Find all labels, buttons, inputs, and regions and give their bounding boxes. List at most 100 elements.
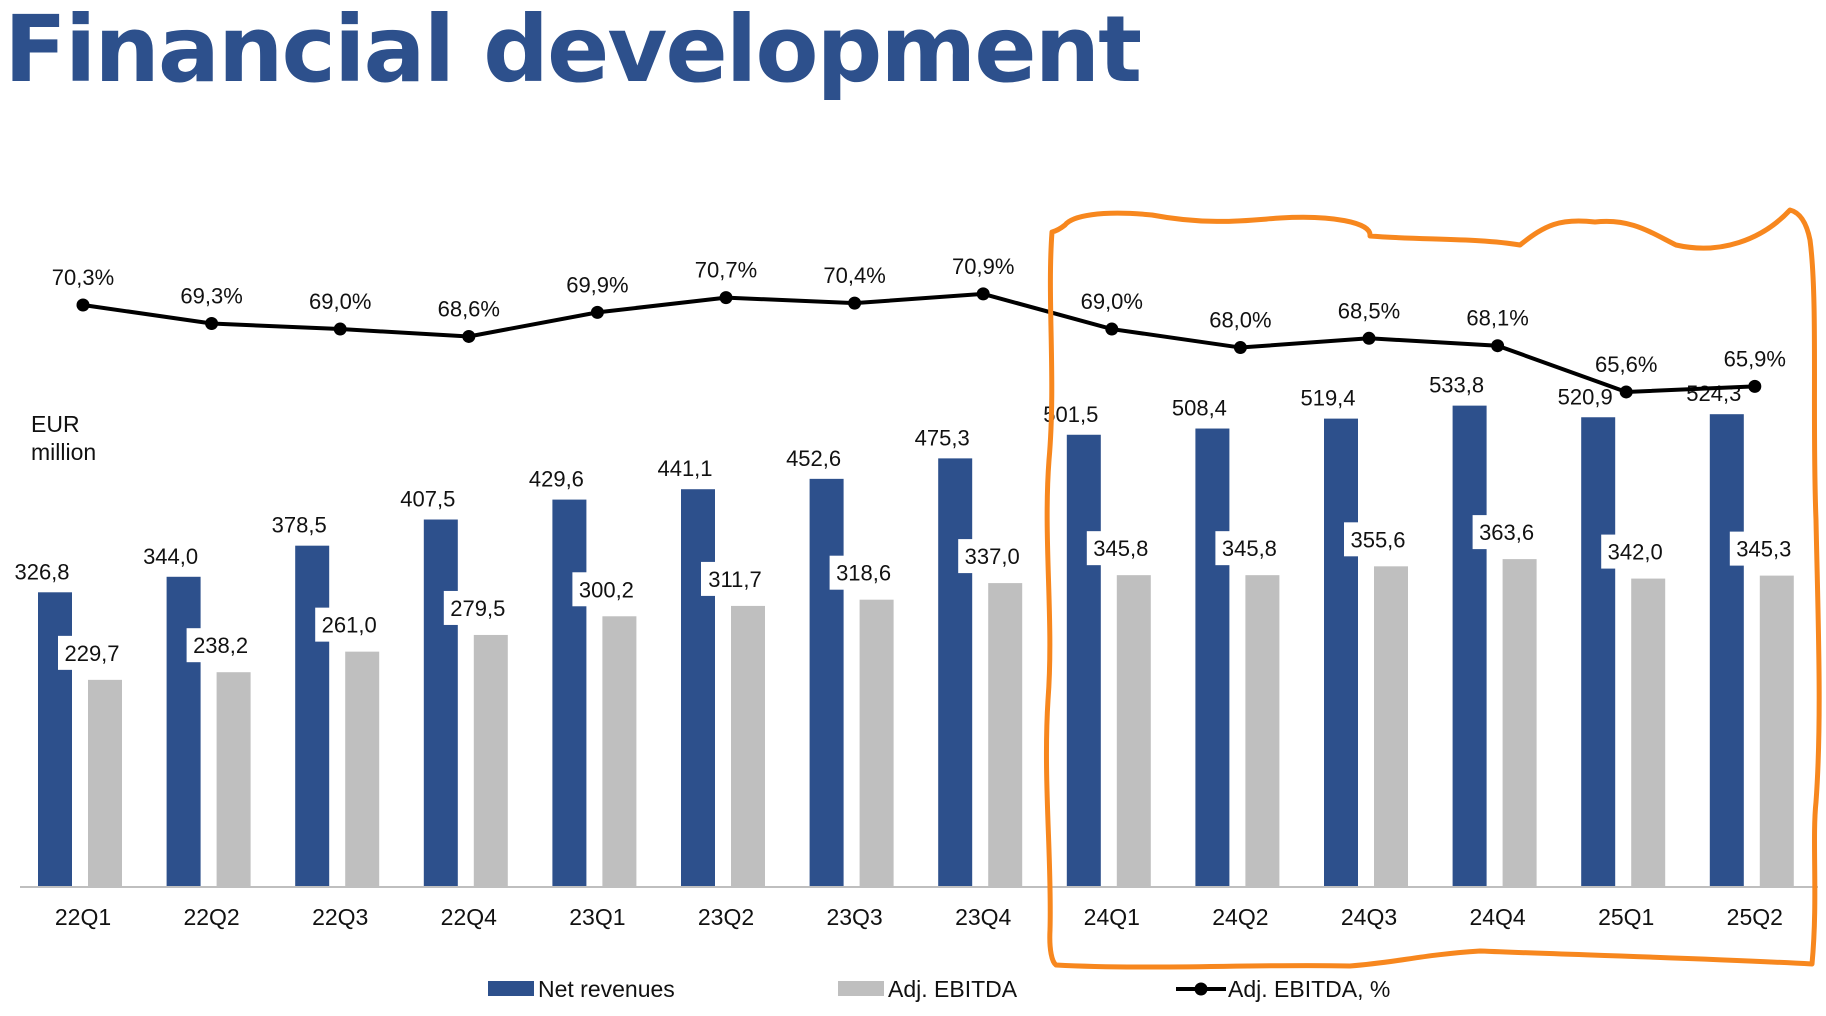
legend-net-revenues-label: Net revenues [538,976,675,1002]
net-revenues-bar [423,519,458,887]
adj-ebitda-label-bg [701,561,769,596]
adj-ebitda-pct-point [1748,379,1762,393]
unit-label-line1: EUR [31,411,80,437]
adj-ebitda-pct-label: 70,4% [823,263,885,288]
net-revenues-label: 326,8 [14,559,69,584]
adj-ebitda-label: 355,6 [1350,527,1405,552]
x-tick-label: 22Q2 [183,904,239,930]
net-revenues-label: 429,6 [529,467,584,492]
adj-ebitda-pct-label: 68,0% [1209,308,1271,333]
adj-ebitda-label: 229,7 [64,641,119,666]
adj-ebitda-pct-line [82,291,1755,394]
adj-ebitda-bar [345,651,380,887]
net-revenues-label: 441,1 [657,456,712,481]
x-tick-label: 24Q1 [1084,904,1140,930]
net-revenues-label: 452,6 [786,446,841,471]
adj-ebitda-pct-label: 70,9% [952,254,1014,279]
net-revenues-bar [295,545,330,887]
adj-ebitda-bar [1116,575,1151,887]
adj-ebitda-pct-label: 69,0% [309,289,371,314]
adj-ebitda-pct-label: 65,6% [1595,352,1657,377]
unit-label-line2: million [31,439,97,465]
net-revenues-bar [552,499,587,887]
x-axis: 22Q1 22Q2 22Q3 22Q4 23Q1 23Q2 23Q3 23Q4 24Q1 24Q2… [20,886,1818,930]
adj-ebitda-pct-point [1233,341,1247,355]
adj-ebitda-pct-point [848,296,862,310]
adj-ebitda-pct-point [1362,331,1376,345]
adj-ebitda-label: 363,6 [1479,520,1534,545]
adj-ebitda-pct-point [1491,339,1505,353]
adj-ebitda-bar [216,672,251,887]
net-revenues-bar [809,478,844,887]
adj-ebitda-pct-label: 68,5% [1338,298,1400,323]
net-revenues-bar [1581,417,1616,887]
adj-ebitda-bar [859,599,894,887]
net-revenues-bar [1452,405,1487,887]
net-revenues-label: 407,5 [400,487,455,512]
legend-pct-marker [1194,982,1208,996]
adj-ebitda-pct-label: 70,3% [52,265,114,290]
x-tick-label: 25Q2 [1727,904,1783,930]
net-revenues-label: 378,5 [272,513,327,538]
adj-ebitda-pct-point [1619,385,1633,399]
adj-ebitda-label-bg [572,572,641,607]
x-tick-label: 24Q3 [1341,904,1397,930]
net-revenues-label: 519,4 [1300,386,1355,411]
adj-ebitda-bar [473,634,508,887]
adj-ebitda-pct-point [76,298,90,312]
adj-ebitda-bar [88,679,122,887]
x-tick-label: 25Q1 [1598,904,1654,930]
x-tick-label: 23Q1 [569,904,625,930]
net-revenues-bar [1195,428,1230,887]
x-tick-label: 23Q3 [826,904,882,930]
net-revenues-label: 533,8 [1429,373,1484,398]
adj-ebitda-label: 345,8 [1222,536,1277,561]
legend-net-revenues-swatch [488,981,534,996]
net-revenues-bar [1709,414,1744,887]
adj-ebitda-bar [988,583,1023,887]
adj-ebitda-label: 342,0 [1608,540,1663,565]
adj-ebitda-label-bg [315,607,384,642]
x-tick-label: 22Q3 [312,904,368,930]
adj-ebitda-pct-point [976,287,990,301]
adj-ebitda-label: 279,5 [450,596,505,621]
highlight-outline [1043,207,1822,970]
adj-ebitda-label-bg [443,590,512,625]
adj-ebitda-label-bg [1215,531,1284,566]
adj-ebitda-pct-label: 69,3% [180,284,242,309]
adj-ebitda-label-bg [1344,522,1412,557]
adj-ebitda-pct-label: 68,1% [1466,306,1528,331]
adj-ebitda-label-bg [186,628,255,663]
adj-ebitda-label-bg [1472,515,1541,550]
adj-ebitda-label-bg [958,539,1027,574]
net-revenues-label: 524,3 [1686,381,1741,406]
adj-ebitda-label: 261,0 [322,613,377,638]
x-tick-label: 23Q2 [698,904,754,930]
net-revenues-bar [166,576,201,887]
adj-ebitda-bar [602,616,637,887]
bar-layer: 326,8 229,7 344,0 238,2 378,5 261,0 407,5 279,5… [14,373,1798,887]
adj-ebitda-bar [1502,559,1537,887]
unit-label: EUR million [31,410,96,466]
x-tick-label: 24Q2 [1212,904,1268,930]
adj-ebitda-pct-label: 65,9% [1724,346,1786,371]
adj-ebitda-pct-point [333,322,347,336]
adj-ebitda-pct-label: 69,9% [566,272,628,297]
x-tick-label: 23Q4 [955,904,1011,930]
adj-ebitda-pct-point [719,291,733,305]
adj-ebitda-label: 238,2 [193,633,248,658]
adj-ebitda-pct-label: 68,6% [438,296,500,321]
adj-ebitda-pct-point [590,305,604,319]
net-revenues-bar [938,458,973,887]
adj-ebitda-bar [1374,566,1408,887]
net-revenues-label: 475,3 [915,425,970,450]
adj-ebitda-bar [1631,578,1666,887]
adj-ebitda-label-bg [1729,531,1798,566]
adj-ebitda-label-bg [1086,531,1155,566]
x-tick-label: 22Q1 [55,904,111,930]
adj-ebitda-pct-label: 69,0% [1081,289,1143,314]
net-revenues-label: 508,4 [1172,396,1227,421]
adj-ebitda-bar [1759,575,1794,887]
adj-ebitda-bar [1245,575,1280,887]
